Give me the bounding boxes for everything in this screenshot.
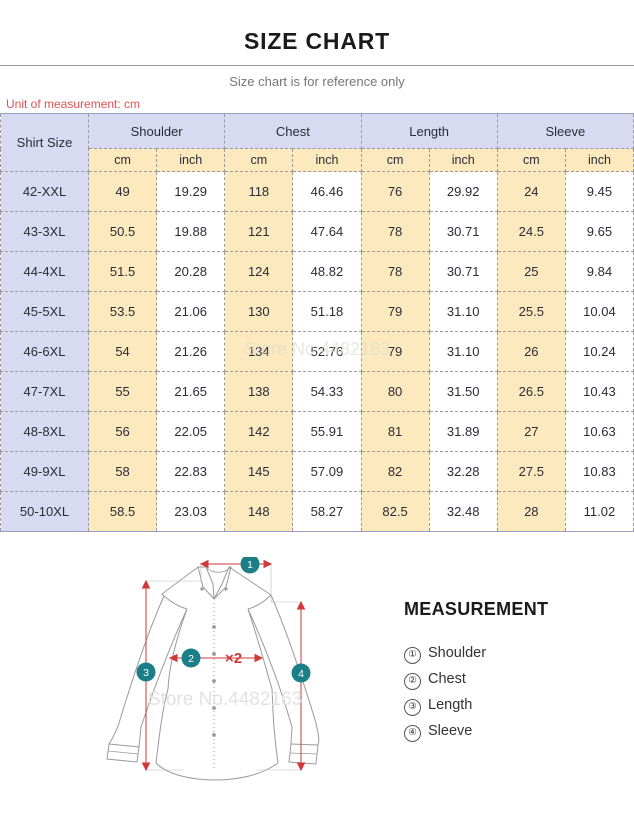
svg-text:×2: ×2 [225, 650, 242, 667]
svg-text:Store No.4482163: Store No.4482163 [148, 689, 302, 710]
svg-text:4: 4 [298, 668, 304, 680]
svg-text:3: 3 [143, 667, 149, 679]
svg-text:2: 2 [188, 653, 194, 665]
svg-text:1: 1 [247, 559, 253, 571]
